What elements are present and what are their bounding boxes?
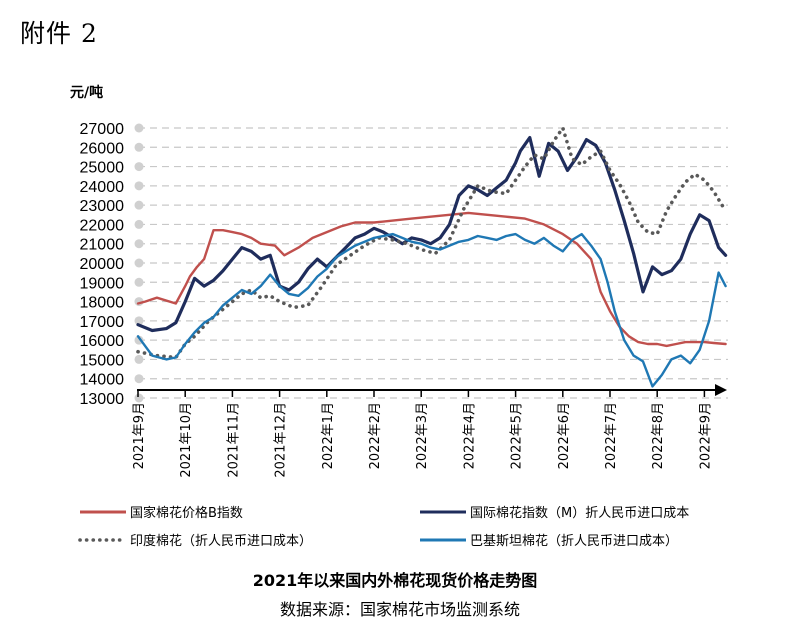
x-tick-label: 2022年1月 bbox=[321, 402, 336, 469]
y-tick-marker bbox=[134, 258, 144, 268]
y-axis-unit-label: 元/吨 bbox=[70, 84, 103, 101]
y-tick-marker bbox=[134, 354, 144, 364]
y-tick-marker bbox=[134, 200, 144, 210]
x-tick-label: 2022年7月 bbox=[604, 402, 619, 469]
x-tick-label: 2022年5月 bbox=[510, 402, 525, 469]
chart-title: 2021年以来国内外棉花现货价格走势图 bbox=[252, 571, 538, 590]
y-tick-marker bbox=[134, 374, 144, 384]
y-tick-label: 17000 bbox=[80, 314, 125, 331]
grid-layer bbox=[138, 127, 728, 399]
x-tick-label: 2021年12月 bbox=[274, 402, 289, 478]
y-tick-label: 26000 bbox=[80, 140, 125, 157]
series-line-4 bbox=[136, 232, 727, 388]
legend-label-4: 巴基斯坦棉花（折人民币进口成本） bbox=[470, 533, 678, 549]
y-tick-label: 13000 bbox=[80, 391, 125, 408]
series-line-1 bbox=[136, 211, 727, 348]
x-tick-label: 2022年3月 bbox=[415, 402, 430, 469]
y-tick-label: 25000 bbox=[80, 160, 125, 177]
x-tick-label: 2022年4月 bbox=[462, 402, 477, 469]
legend: 国家棉花价格B指数 国际棉花指数（M）折人民币进口成本印度棉花（折人民币进口成本）… bbox=[78, 505, 689, 549]
y-tick-label: 18000 bbox=[80, 295, 125, 312]
y-tick-label: 15000 bbox=[80, 352, 125, 369]
y-axis: 13000 14000 15000 16000 17000 18000 19000 20000… bbox=[80, 121, 144, 408]
x-tick-label: 2022年9月 bbox=[698, 402, 713, 469]
y-tick-marker bbox=[134, 316, 144, 326]
x-axis: 2021年9月 2021年10月 2021年11月 2021年12月 2022年1月 20… bbox=[132, 384, 727, 478]
x-tick-label: 2021年11月 bbox=[226, 402, 241, 478]
y-tick-marker bbox=[134, 123, 144, 133]
x-axis-arrowhead bbox=[715, 384, 727, 396]
y-tick-marker bbox=[134, 142, 144, 152]
x-tick-label: 2021年9月 bbox=[132, 402, 147, 469]
y-tick-marker bbox=[134, 181, 144, 191]
series-layer bbox=[136, 126, 728, 388]
y-tick-label: 27000 bbox=[80, 121, 125, 138]
x-tick-label: 2021年10月 bbox=[179, 402, 194, 478]
y-tick-label: 16000 bbox=[80, 333, 125, 350]
series-line-3 bbox=[136, 126, 728, 360]
x-tick-label: 2022年2月 bbox=[368, 402, 383, 469]
attachment-label: 附件 2 bbox=[20, 19, 98, 48]
x-tick-label: 2022年6月 bbox=[557, 402, 572, 469]
y-tick-marker bbox=[134, 277, 144, 287]
y-tick-label: 19000 bbox=[80, 275, 125, 292]
y-tick-marker bbox=[134, 239, 144, 249]
legend-label-1: 国家棉花价格B指数 bbox=[130, 505, 243, 521]
x-tick-label: 2022年8月 bbox=[651, 402, 666, 469]
y-tick-label: 14000 bbox=[80, 372, 125, 389]
data-source-note: 数据来源：国家棉花市场监测系统 bbox=[280, 600, 521, 619]
y-tick-label: 22000 bbox=[80, 217, 125, 234]
series-line-2 bbox=[136, 136, 728, 333]
y-tick-label: 20000 bbox=[80, 256, 125, 273]
y-tick-marker bbox=[134, 162, 144, 172]
legend-label-3: 印度棉花（折人民币进口成本） bbox=[130, 533, 312, 549]
y-tick-label: 21000 bbox=[80, 237, 125, 254]
y-tick-marker bbox=[134, 219, 144, 229]
y-tick-label: 24000 bbox=[80, 179, 125, 196]
y-tick-label: 23000 bbox=[80, 198, 125, 215]
legend-label-2: 国际棉花指数（M）折人民币进口成本 bbox=[470, 505, 689, 521]
y-tick-marker bbox=[134, 393, 144, 403]
